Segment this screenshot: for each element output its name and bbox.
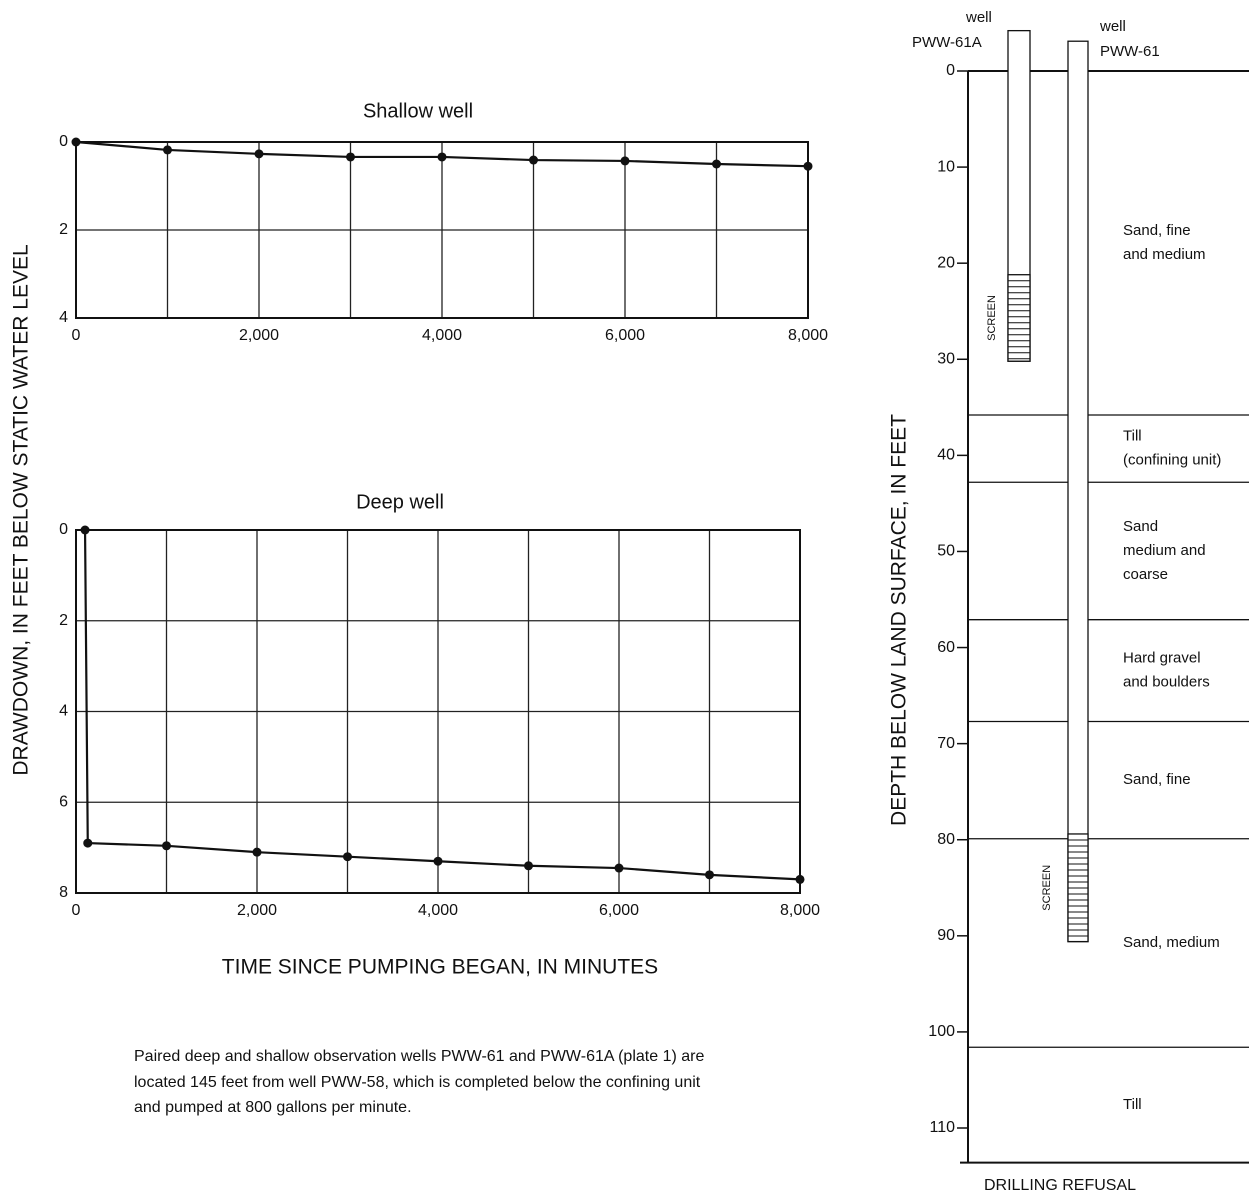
depth-axis-label: DEPTH BELOW LAND SURFACE, IN FEET [888,414,911,826]
screen-label: SCREEN [986,295,998,341]
layer-label: coarse [1123,566,1168,583]
y-tick-label: 110 [929,1119,955,1136]
data-point [343,852,352,861]
data-point [83,839,92,848]
data-point [346,152,355,161]
data-point [72,138,81,147]
layer-label: medium and [1123,542,1206,559]
y-tick-label: 2 [59,221,68,238]
layer-label: Sand, fine [1123,771,1191,788]
x-tick-label: 4,000 [418,902,458,919]
caption-line: located 145 feet from well PWW-58, which… [134,1074,701,1091]
data-point [712,160,721,169]
x-tick-label: 2,000 [239,327,279,344]
y-tick-label: 20 [937,254,955,271]
well-label: PWW-61A [912,34,982,51]
y-tick-label: 0 [59,521,68,538]
y-tick-label: 80 [937,831,955,848]
figure: DRAWDOWN, IN FEET BELOW STATIC WATER LEV… [0,0,1249,1197]
well-label: well [1099,18,1126,35]
x-tick-label: 6,000 [599,902,639,919]
data-point [163,145,172,154]
y-tick-label: 90 [937,927,955,944]
layer-label: Hard gravel [1123,650,1201,667]
caption-line: Paired deep and shallow observation well… [134,1048,704,1065]
x-tick-label: 6,000 [605,327,645,344]
layer-label: Till [1123,1096,1142,1113]
x-tick-label: 8,000 [780,902,820,919]
y-tick-label: 0 [59,133,68,150]
screen-label: SCREEN [1041,865,1053,911]
data-point [705,870,714,879]
data-point [796,875,805,884]
bottom-label: DRILLING REFUSAL [984,1177,1136,1194]
layer-label: Sand, fine [1123,222,1191,239]
y-tick-label: 40 [937,447,955,464]
y-tick-label: 10 [937,158,955,175]
data-point [621,156,630,165]
well-label: well [965,9,992,26]
y-tick-label: 4 [59,703,68,720]
x-tick-label: 8,000 [788,327,828,344]
y-tick-label: 100 [928,1023,955,1040]
data-point [804,162,813,171]
x-tick-label: 2,000 [237,902,277,919]
y-tick-label: 60 [937,639,955,656]
chart-title: Deep well [356,491,444,513]
data-point [615,864,624,873]
layer-label: Sand [1123,518,1158,535]
y-tick-label: 8 [59,884,68,901]
y-tick-label: 70 [937,735,955,752]
well-casing [1068,41,1088,941]
y-tick-label: 0 [946,62,955,79]
x-tick-label: 4,000 [422,327,462,344]
y-tick-label: 50 [937,543,955,560]
data-point [162,841,171,850]
well-screen [1008,275,1030,361]
layer-label: Sand, medium [1123,934,1220,951]
layer-label: and boulders [1123,674,1210,691]
data-point [253,848,262,857]
y-axis-label: DRAWDOWN, IN FEET BELOW STATIC WATER LEV… [10,244,33,775]
y-tick-label: 2 [59,612,68,629]
layer-label: and medium [1123,246,1206,263]
data-point [524,861,533,870]
y-tick-label: 30 [937,350,955,367]
x-tick-label: 0 [72,327,81,344]
y-tick-label: 4 [59,309,68,326]
chart-title: Shallow well [363,100,473,122]
caption-line: and pumped at 800 gallons per minute. [134,1099,412,1116]
well-label: PWW-61 [1100,43,1160,60]
y-tick-label: 6 [59,793,68,810]
data-point [81,526,90,535]
data-point [529,156,538,165]
x-tick-label: 0 [72,902,81,919]
layer-label: Till [1123,428,1142,445]
layer-label: (confining unit) [1123,452,1221,469]
data-point [434,857,443,866]
x-axis-label: TIME SINCE PUMPING BEGAN, IN MINUTES [222,956,658,979]
data-point [255,149,264,158]
data-point [438,152,447,161]
data-line [85,530,800,879]
